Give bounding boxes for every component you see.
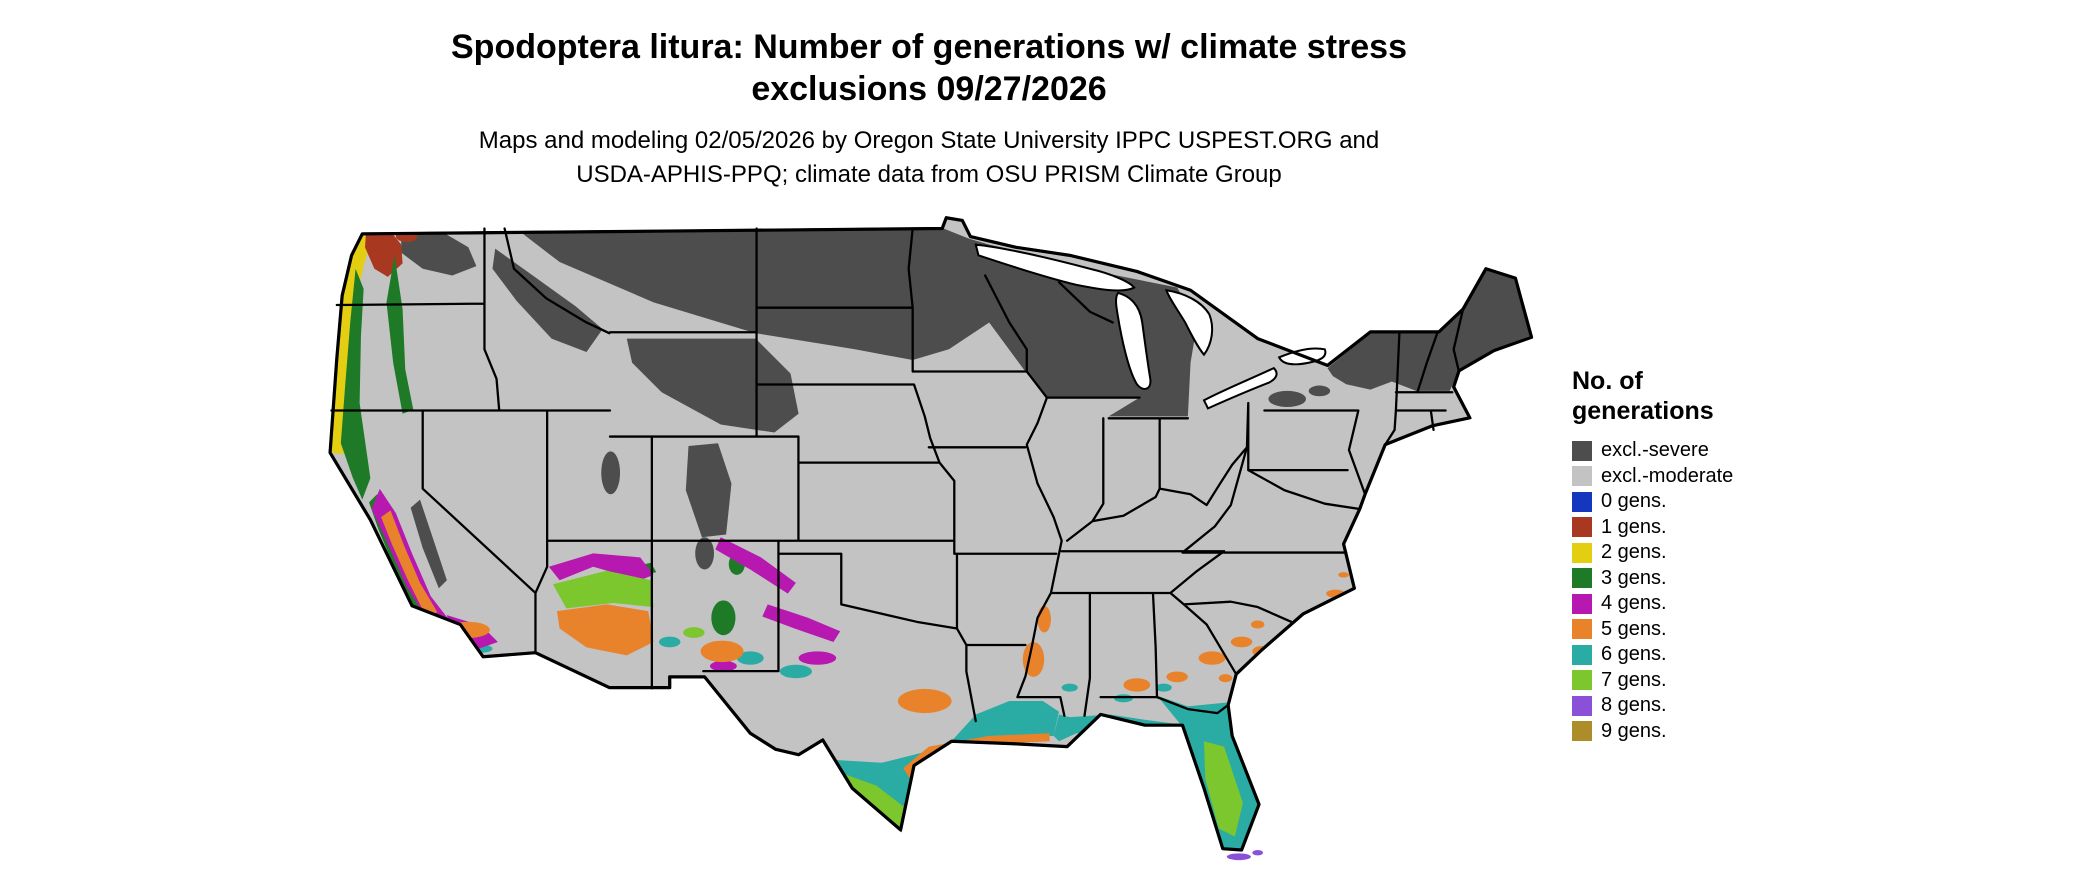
legend-label: 8 gens. bbox=[1601, 694, 1667, 717]
legend-swatch bbox=[1572, 440, 1592, 461]
legend-label: 5 gens. bbox=[1601, 617, 1667, 640]
legend-item: 8 gens. bbox=[1572, 693, 1733, 719]
legend-swatch bbox=[1572, 721, 1592, 742]
legend-swatch bbox=[1572, 542, 1592, 563]
legend-item: excl.-severe bbox=[1572, 438, 1733, 464]
map-title-line2: exclusions 09/27/2026 bbox=[751, 70, 1107, 108]
legend-swatch bbox=[1572, 466, 1592, 487]
legend-swatch bbox=[1572, 568, 1592, 589]
legend-item: 5 gens. bbox=[1572, 617, 1733, 643]
legend-item: 0 gens. bbox=[1572, 489, 1733, 515]
legend-label: 9 gens. bbox=[1601, 719, 1667, 742]
legend-label: 4 gens. bbox=[1601, 592, 1667, 615]
state-borders bbox=[330, 227, 1465, 723]
region-7-gens bbox=[552, 570, 1243, 837]
legend-title-line1: No. of bbox=[1572, 367, 1643, 395]
legend-item: 3 gens. bbox=[1572, 566, 1733, 592]
great-lakes bbox=[974, 243, 1327, 410]
legend-label: excl.-severe bbox=[1601, 439, 1709, 462]
us-map bbox=[328, 216, 1534, 861]
lake-huron bbox=[1164, 289, 1214, 357]
legend-swatch bbox=[1572, 593, 1592, 614]
region-8-gens bbox=[1226, 850, 1264, 861]
legend-label: 6 gens. bbox=[1601, 643, 1667, 666]
legend-swatch bbox=[1572, 619, 1592, 640]
legend-label: 7 gens. bbox=[1601, 668, 1667, 691]
subtitle-block: Maps and modeling 02/05/2026 by Oregon S… bbox=[0, 124, 1858, 192]
legend-item: 7 gens. bbox=[1572, 668, 1733, 694]
legend-label: 1 gens. bbox=[1601, 515, 1667, 538]
legend-item: 1 gens. bbox=[1572, 515, 1733, 541]
legend-label: 0 gens. bbox=[1601, 490, 1667, 513]
title-block: Spodoptera litura: Number of generations… bbox=[0, 26, 1858, 110]
legend-swatch bbox=[1572, 491, 1592, 512]
lake-erie bbox=[1202, 366, 1278, 410]
legend-swatch bbox=[1572, 695, 1592, 716]
legend-label: 3 gens. bbox=[1601, 566, 1667, 589]
legend-item: 2 gens. bbox=[1572, 540, 1733, 566]
lake-michigan bbox=[1115, 291, 1152, 390]
legend-item: 6 gens. bbox=[1572, 642, 1733, 668]
legend-label: excl.-moderate bbox=[1601, 464, 1734, 487]
legend-title-line2: generations bbox=[1572, 397, 1714, 425]
legend-item: 4 gens. bbox=[1572, 591, 1733, 617]
legend-swatch bbox=[1572, 517, 1592, 538]
legend-swatch bbox=[1572, 644, 1592, 665]
us-outline bbox=[328, 216, 1534, 852]
map-subtitle-line1: Maps and modeling 02/05/2026 by Oregon S… bbox=[478, 127, 1380, 154]
lake-superior bbox=[974, 243, 1136, 292]
legend-label: 2 gens. bbox=[1601, 541, 1667, 564]
legend-item: 9 gens. bbox=[1572, 719, 1733, 745]
legend-item: excl.-moderate bbox=[1572, 464, 1733, 490]
legend-items: excl.-severe excl.-moderate 0 gens. 1 gens.… bbox=[1572, 438, 1733, 744]
map-subtitle-line2: USDA-APHIS-PPQ; climate data from OSU PR… bbox=[576, 161, 1282, 188]
legend: No. of generations excl.-severe excl.-mod… bbox=[1572, 366, 1733, 744]
legend-swatch bbox=[1572, 670, 1592, 691]
map-title-line1: Spodoptera litura: Number of generations… bbox=[451, 28, 1407, 66]
